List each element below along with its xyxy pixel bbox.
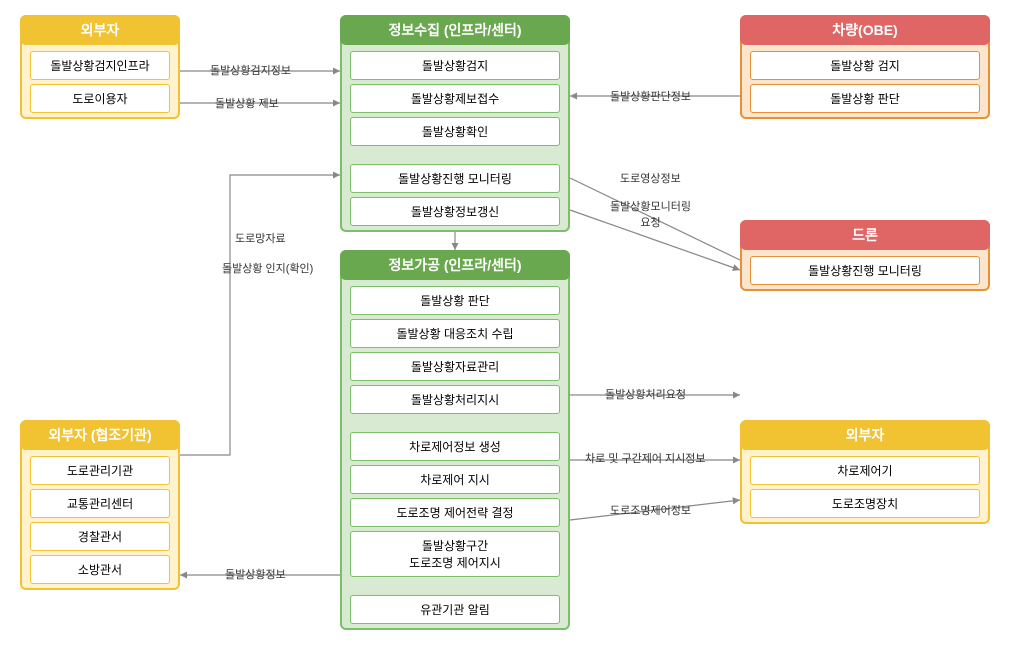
item-response: 돌발상황 대응조치 수립 (350, 319, 560, 348)
label-incident-info: 돌발상황정보 (225, 566, 286, 582)
item-light-strat: 도로조명 제어전략 결정 (350, 498, 560, 527)
item-handle-inst: 돌발상황처리지시 (350, 385, 560, 414)
label-roadnet: 도로망자료 (235, 230, 286, 246)
item-fire: 소방관서 (30, 555, 170, 584)
item-detect: 돌발상황검지 (350, 51, 560, 80)
header-obe: 차량(OBE) (740, 15, 990, 45)
item-lane-inst: 차로제어 지시 (350, 465, 560, 494)
box-drone: 드론 돌발상황진행 모니터링 (740, 220, 990, 291)
header-drone: 드론 (740, 220, 990, 250)
item-road-agency: 도로관리기관 (30, 456, 170, 485)
item-confirm: 돌발상황확인 (350, 117, 560, 146)
label-handle-req: 돌발상황처리요청 (605, 386, 686, 402)
item-traffic-center: 교통관리센터 (30, 489, 170, 518)
item-update: 돌발상황정보갱신 (350, 197, 560, 226)
label-lane-inst-info: 차로 및 구간제어 지시정보 (585, 450, 706, 466)
item-road-user: 도로이용자 (30, 84, 170, 113)
label-judge-info: 돌발상황판단정보 (610, 88, 691, 104)
label-detect-info: 돌발상황검지정보 (210, 62, 291, 78)
item-obe-judge: 돌발상황 판단 (750, 84, 980, 113)
header-external-1: 외부자 (20, 15, 180, 45)
header-process: 정보가공 (인프라/센터) (340, 250, 570, 280)
item-police: 경찰관서 (30, 522, 170, 551)
header-collect: 정보수집 (인프라/센터) (340, 15, 570, 45)
item-drone-monitor: 돌발상황진행 모니터링 (750, 256, 980, 285)
item-lane-ctrl: 차로제어기 (750, 456, 980, 485)
label-road-video: 도로영상정보 (620, 170, 681, 186)
label-light-info: 도로조명제어정보 (610, 502, 691, 518)
item-judge: 돌발상황 판단 (350, 286, 560, 315)
item-light-dev: 도로조명장치 (750, 489, 980, 518)
box-obe: 차량(OBE) 돌발상황 검지 돌발상황 판단 (740, 15, 990, 119)
item-notify: 유관기관 알림 (350, 595, 560, 624)
item-lane-gen: 차로제어정보 생성 (350, 432, 560, 461)
box-external-coop: 외부자 (협조기관) 도로관리기관 교통관리센터 경찰관서 소방관서 (20, 420, 180, 590)
header-external-3: 외부자 (740, 420, 990, 450)
box-external-1: 외부자 돌발상황검지인프라 도로이용자 (20, 15, 180, 119)
header-external-coop: 외부자 (협조기관) (20, 420, 180, 450)
box-external-3: 외부자 차로제어기 도로조명장치 (740, 420, 990, 524)
item-obe-detect: 돌발상황 검지 (750, 51, 980, 80)
label-monitor-req: 돌발상황모니터링 요청 (610, 198, 691, 230)
item-report-recv: 돌발상황제보접수 (350, 84, 560, 113)
box-process: 정보가공 (인프라/센터) 돌발상황 판단 돌발상황 대응조치 수립 돌발상황자… (340, 250, 570, 630)
label-report: 돌발상황 제보 (215, 95, 279, 111)
item-monitor: 돌발상황진행 모니터링 (350, 164, 560, 193)
item-data-mgmt: 돌발상황자료관리 (350, 352, 560, 381)
box-collect: 정보수집 (인프라/센터) 돌발상황검지 돌발상황제보접수 돌발상황확인 돌발상… (340, 15, 570, 232)
label-recognize: 돌발상황 인지(확인) (222, 260, 313, 276)
item-infra-detect: 돌발상황검지인프라 (30, 51, 170, 80)
item-light-inst: 돌발상황구간 도로조명 제어지시 (350, 531, 560, 577)
